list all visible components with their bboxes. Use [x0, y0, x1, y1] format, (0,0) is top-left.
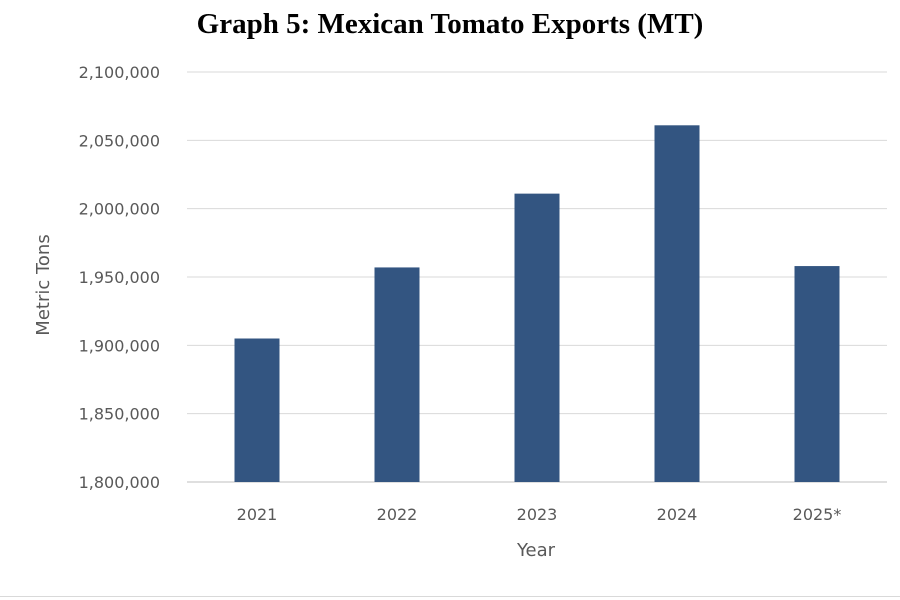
y-tick-label: 1,850,000 — [79, 405, 160, 424]
x-tick-label: 2023 — [517, 505, 558, 524]
y-tick-label: 2,000,000 — [79, 200, 160, 219]
chart-title: Graph 5: Mexican Tomato Exports (MT) — [196, 8, 704, 40]
y-axis-label: Metric Tons — [33, 234, 54, 335]
y-tick-labels: 1,800,000 1,850,000 1,900,000 1,950,000 2,00… — [79, 63, 160, 492]
bar-2025 — [794, 266, 840, 482]
y-tick-label: 2,050,000 — [79, 131, 160, 150]
bar-2021 — [234, 338, 280, 482]
x-tick-label: 2024 — [657, 505, 698, 524]
bar-2023 — [514, 193, 560, 482]
y-tick-label: 1,800,000 — [79, 473, 160, 492]
x-tick-label: 2022 — [377, 505, 418, 524]
y-tick-label: 2,100,000 — [79, 63, 160, 82]
y-tick-label: 1,900,000 — [79, 336, 160, 355]
x-axis-label: Year — [516, 540, 556, 561]
chart-frame — [0, 44, 900, 597]
bar-2024 — [654, 125, 700, 483]
x-tick-labels: 2021 2022 2023 2024 2025* — [237, 505, 842, 524]
x-tick-label: 2025* — [793, 505, 842, 524]
gridlines — [187, 71, 887, 483]
x-tick-label: 2021 — [237, 505, 278, 524]
bars — [234, 125, 840, 483]
y-tick-label: 1,950,000 — [79, 268, 160, 287]
bar-2022 — [374, 267, 420, 482]
